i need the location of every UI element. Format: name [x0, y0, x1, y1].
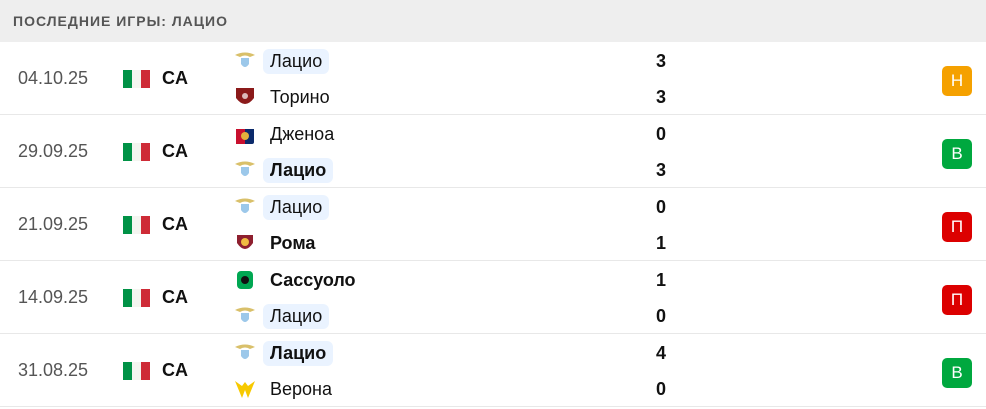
away-score: 0: [656, 379, 667, 399]
match-row[interactable]: 14.09.25 CA Сассуоло Лацио 1 0 П: [0, 261, 986, 334]
team-name: Дженоа: [270, 123, 335, 144]
team-name: Лацио: [263, 48, 330, 74]
italy-flag-icon: [123, 289, 150, 307]
away-score: 1: [656, 233, 667, 253]
home-score: 0: [656, 124, 667, 144]
team-name: Лацио: [263, 157, 334, 183]
section-title: ПОСЛЕДНИЕ ИГРЫ: ЛАЦИО: [0, 0, 986, 42]
league-label: CA: [162, 287, 188, 307]
league-label: CA: [162, 68, 188, 88]
team-away[interactable]: Рома: [233, 230, 322, 256]
team-home[interactable]: Сассуоло: [233, 267, 363, 293]
team-home[interactable]: Лацио: [233, 194, 330, 220]
match-row[interactable]: 04.10.25 CA Лацио Торино 3 3 Н: [0, 42, 986, 115]
team-away[interactable]: Верона: [233, 376, 339, 402]
italy-flag-icon: [123, 362, 150, 380]
lazio-logo-icon: [233, 196, 257, 218]
match-row[interactable]: 31.08.25 CA Лацио Верона 4 0 В: [0, 334, 986, 407]
match-date: 14.09.25: [18, 287, 89, 307]
lazio-logo-icon: [233, 159, 257, 181]
league-label: CA: [162, 141, 188, 161]
team-name: Лацио: [263, 194, 330, 220]
away-score: 0: [656, 306, 667, 326]
team-name: Лацио: [263, 340, 334, 366]
league-label: CA: [162, 360, 188, 380]
team-name: Лацио: [263, 303, 330, 329]
home-score: 4: [656, 343, 667, 363]
team-name: Рома: [270, 232, 316, 253]
match-row[interactable]: 21.09.25 CA Лацио Рома 0 1 П: [0, 188, 986, 261]
lazio-logo-icon: [233, 342, 257, 364]
lazio-logo-icon: [233, 305, 257, 327]
genoa-logo-icon: [233, 123, 257, 145]
verona-logo-icon: [233, 378, 257, 400]
match-date: 31.08.25: [18, 360, 89, 380]
lazio-logo-icon: [233, 50, 257, 72]
match-date: 29.09.25: [18, 141, 89, 161]
team-name: Торино: [270, 86, 330, 107]
league-label: CA: [162, 214, 188, 234]
team-home[interactable]: Лацио: [233, 340, 334, 366]
team-away[interactable]: Лацио: [233, 303, 330, 329]
torino-logo-icon: [233, 86, 257, 108]
match-row[interactable]: 29.09.25 CA Дженоа Лацио 0 3 В: [0, 115, 986, 188]
home-score: 1: [656, 270, 667, 290]
result-badge: П: [942, 285, 972, 315]
roma-logo-icon: [233, 232, 257, 254]
team-home[interactable]: Лацио: [233, 48, 330, 74]
match-date: 04.10.25: [18, 68, 89, 88]
result-badge: П: [942, 212, 972, 242]
team-name: Верона: [270, 378, 332, 399]
home-score: 0: [656, 197, 667, 217]
team-home[interactable]: Дженоа: [233, 121, 341, 147]
sassuolo-logo-icon: [233, 269, 257, 291]
match-date: 21.09.25: [18, 214, 89, 234]
result-badge: В: [942, 139, 972, 169]
team-away[interactable]: Лацио: [233, 157, 334, 183]
match-list: 04.10.25 CA Лацио Торино 3 3 Н 29.09.25 CA…: [0, 42, 986, 407]
result-badge: В: [942, 358, 972, 388]
team-name: Сассуоло: [270, 269, 356, 290]
home-score: 3: [656, 51, 667, 71]
away-score: 3: [656, 160, 667, 180]
team-away[interactable]: Торино: [233, 84, 337, 110]
italy-flag-icon: [123, 216, 150, 234]
result-badge: Н: [942, 66, 972, 96]
away-score: 3: [656, 87, 667, 107]
italy-flag-icon: [123, 70, 150, 88]
italy-flag-icon: [123, 143, 150, 161]
